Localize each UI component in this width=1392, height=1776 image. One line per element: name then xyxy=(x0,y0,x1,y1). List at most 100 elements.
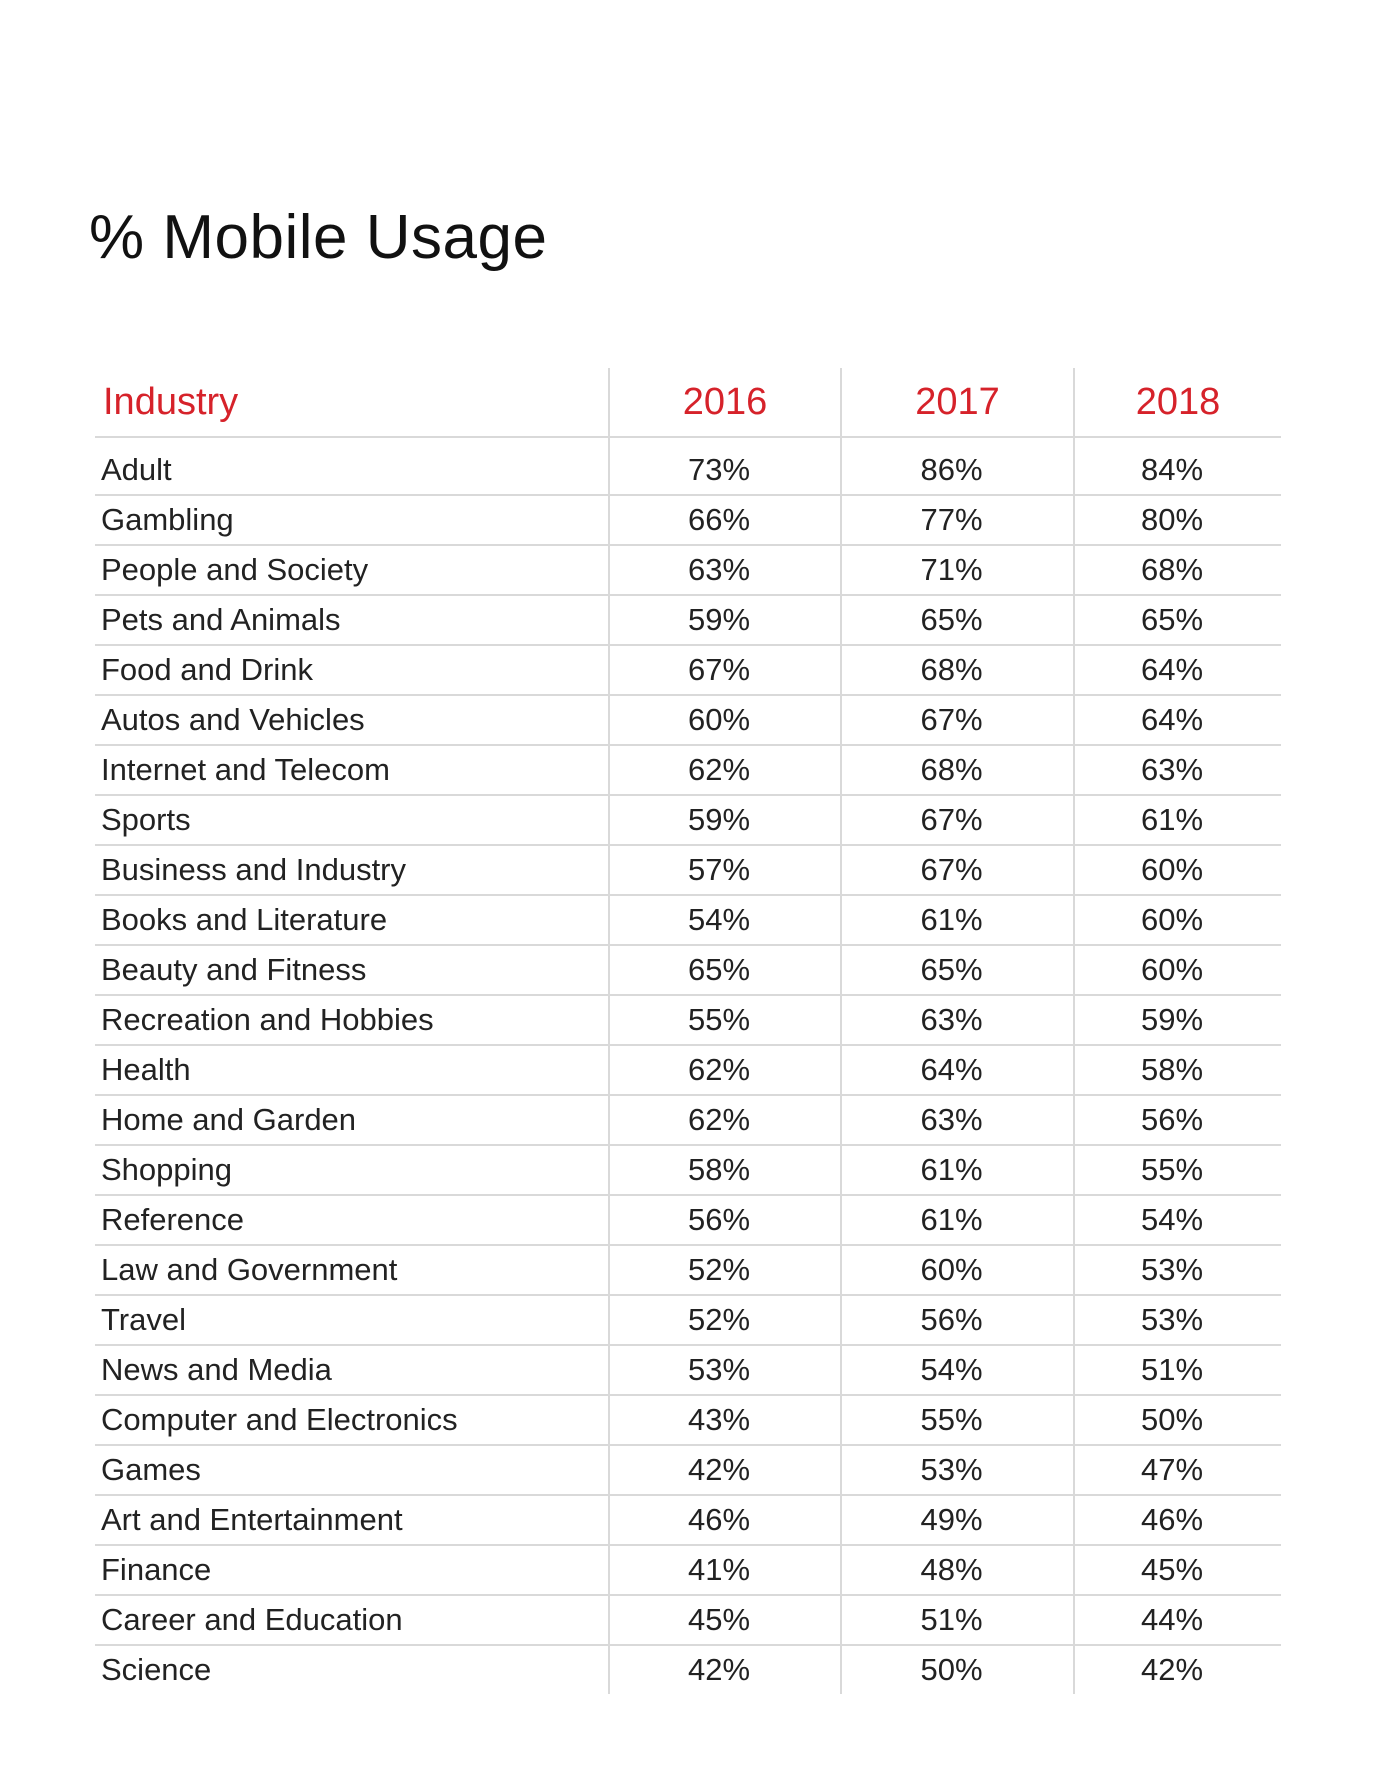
value-2016-cell: 56% xyxy=(608,1195,841,1246)
value-2018-cell: 53% xyxy=(1073,1245,1281,1296)
table-row: Internet and Telecom 62% 68% 63% xyxy=(95,745,1281,796)
table-row: Travel 52% 56% 53% xyxy=(95,1295,1281,1346)
value-2018-cell: 60% xyxy=(1073,945,1281,996)
table-body: Adult 73% 86% 84% Gambling 66% 77% 80% People an… xyxy=(95,437,1281,1694)
table-row: People and Society 63% 71% 68% xyxy=(95,545,1281,596)
mobile-usage-table: Industry 2016 2017 2018 Adult 73% 86% 84% Ga… xyxy=(95,368,1281,1694)
industry-cell: Games xyxy=(95,1445,609,1496)
value-2016-cell: 60% xyxy=(608,695,841,746)
table-row: Finance 41% 48% 45% xyxy=(95,1545,1281,1596)
column-header-2016: 2016 xyxy=(608,368,841,438)
industry-cell: News and Media xyxy=(95,1345,609,1396)
value-2017-cell: 68% xyxy=(840,645,1074,696)
value-2017-cell: 50% xyxy=(840,1645,1074,1694)
table-row: Gambling 66% 77% 80% xyxy=(95,495,1281,546)
value-2017-cell: 64% xyxy=(840,1045,1074,1096)
value-2018-cell: 47% xyxy=(1073,1445,1281,1496)
value-2018-cell: 44% xyxy=(1073,1595,1281,1646)
value-2017-cell: 51% xyxy=(840,1595,1074,1646)
value-2017-cell: 86% xyxy=(840,446,1074,496)
value-2017-cell: 67% xyxy=(840,845,1074,896)
table-row: Home and Garden 62% 63% 56% xyxy=(95,1095,1281,1146)
table-row: Pets and Animals 59% 65% 65% xyxy=(95,595,1281,646)
industry-cell: Pets and Animals xyxy=(95,595,609,646)
industry-cell: Shopping xyxy=(95,1145,609,1196)
value-2017-cell: 65% xyxy=(840,595,1074,646)
industry-cell: Food and Drink xyxy=(95,645,609,696)
table-row: Beauty and Fitness 65% 65% 60% xyxy=(95,945,1281,996)
industry-cell: Finance xyxy=(95,1545,609,1596)
industry-cell: Science xyxy=(101,1652,212,1687)
industry-cell: Health xyxy=(95,1045,609,1096)
value-2018-cell: 46% xyxy=(1073,1495,1281,1546)
value-2016-cell: 67% xyxy=(608,645,841,696)
table-row: Computer and Electronics 43% 55% 50% xyxy=(95,1395,1281,1446)
value-2017-cell: 60% xyxy=(840,1245,1074,1296)
value-2017-cell: 63% xyxy=(840,1095,1074,1146)
value-2016-cell: 58% xyxy=(608,1145,841,1196)
table-header-row: Industry 2016 2017 2018 xyxy=(95,368,1281,438)
value-2018-cell: 84% xyxy=(1073,446,1281,496)
industry-cell: Law and Government xyxy=(95,1245,609,1296)
value-2017-cell: 56% xyxy=(840,1295,1074,1346)
value-2016-cell: 46% xyxy=(608,1495,841,1546)
value-2016-cell: 52% xyxy=(608,1295,841,1346)
value-2017-cell: 68% xyxy=(840,745,1074,796)
table-row: Law and Government 52% 60% 53% xyxy=(95,1245,1281,1296)
value-2017-cell: 67% xyxy=(840,695,1074,746)
industry-cell: Autos and Vehicles xyxy=(95,695,609,746)
industry-cell: Computer and Electronics xyxy=(95,1395,609,1446)
value-2017-cell: 61% xyxy=(840,1195,1074,1246)
value-2018-cell: 54% xyxy=(1073,1195,1281,1246)
industry-cell: Beauty and Fitness xyxy=(95,945,609,996)
industry-cell: Adult xyxy=(95,446,609,496)
value-2016-cell: 54% xyxy=(608,895,841,946)
industry-cell: Internet and Telecom xyxy=(95,745,609,796)
industry-cell: Business and Industry xyxy=(95,845,609,896)
table-row: Reference 56% 61% 54% xyxy=(95,1195,1281,1246)
value-2017-cell: 77% xyxy=(840,495,1074,546)
value-2018-cell: 55% xyxy=(1073,1145,1281,1196)
value-2017-cell: 61% xyxy=(840,895,1074,946)
value-2017-cell: 54% xyxy=(840,1345,1074,1396)
value-2016-cell: 65% xyxy=(608,945,841,996)
column-header-industry: Industry xyxy=(95,368,609,438)
value-2018-cell: 65% xyxy=(1073,595,1281,646)
industry-cell: Sports xyxy=(95,795,609,846)
mobile-usage-table-container: Industry 2016 2017 2018 Adult 73% 86% 84% Ga… xyxy=(95,368,1281,1694)
value-2018-cell: 58% xyxy=(1073,1045,1281,1096)
table-row: Career and Education 45% 51% 44% xyxy=(95,1595,1281,1646)
value-2016-cell: 43% xyxy=(608,1395,841,1446)
value-2016-cell: 52% xyxy=(608,1245,841,1296)
value-2018-cell: 68% xyxy=(1073,545,1281,596)
value-2018-cell: 53% xyxy=(1073,1295,1281,1346)
table-row: Autos and Vehicles 60% 67% 64% xyxy=(95,695,1281,746)
table-row: Adult 73% 86% 84% xyxy=(95,446,1281,496)
value-2018-cell: 45% xyxy=(1073,1545,1281,1596)
industry-cell: Recreation and Hobbies xyxy=(95,995,609,1046)
value-2016-cell: 57% xyxy=(608,845,841,896)
header-spacer-row xyxy=(95,437,1281,446)
value-2018-cell: 64% xyxy=(1073,695,1281,746)
value-2016-cell: 63% xyxy=(608,545,841,596)
value-2018-cell: 42% xyxy=(1073,1645,1281,1694)
value-2018-cell: 64% xyxy=(1073,645,1281,696)
value-2016-cell: 42% xyxy=(608,1445,841,1496)
value-2018-cell: 51% xyxy=(1073,1345,1281,1396)
value-2016-cell: 59% xyxy=(608,595,841,646)
value-2017-cell: 49% xyxy=(840,1495,1074,1546)
value-2017-cell: 65% xyxy=(840,945,1074,996)
column-header-2017: 2017 xyxy=(840,368,1074,438)
value-2017-cell: 48% xyxy=(840,1545,1074,1596)
table-row: Recreation and Hobbies 55% 63% 59% xyxy=(95,995,1281,1046)
page-title: % Mobile Usage xyxy=(89,203,548,272)
table-row: Food and Drink 67% 68% 64% xyxy=(95,645,1281,696)
industry-cell: Career and Education xyxy=(95,1595,609,1646)
value-2017-cell: 71% xyxy=(840,545,1074,596)
value-2018-cell: 63% xyxy=(1073,745,1281,796)
industry-cell: Gambling xyxy=(95,495,609,546)
table-row: Art and Entertainment 46% 49% 46% xyxy=(95,1495,1281,1546)
value-2016-cell: 42% xyxy=(608,1645,841,1694)
value-2018-cell: 80% xyxy=(1073,495,1281,546)
table-row: Sports 59% 67% 61% xyxy=(95,795,1281,846)
